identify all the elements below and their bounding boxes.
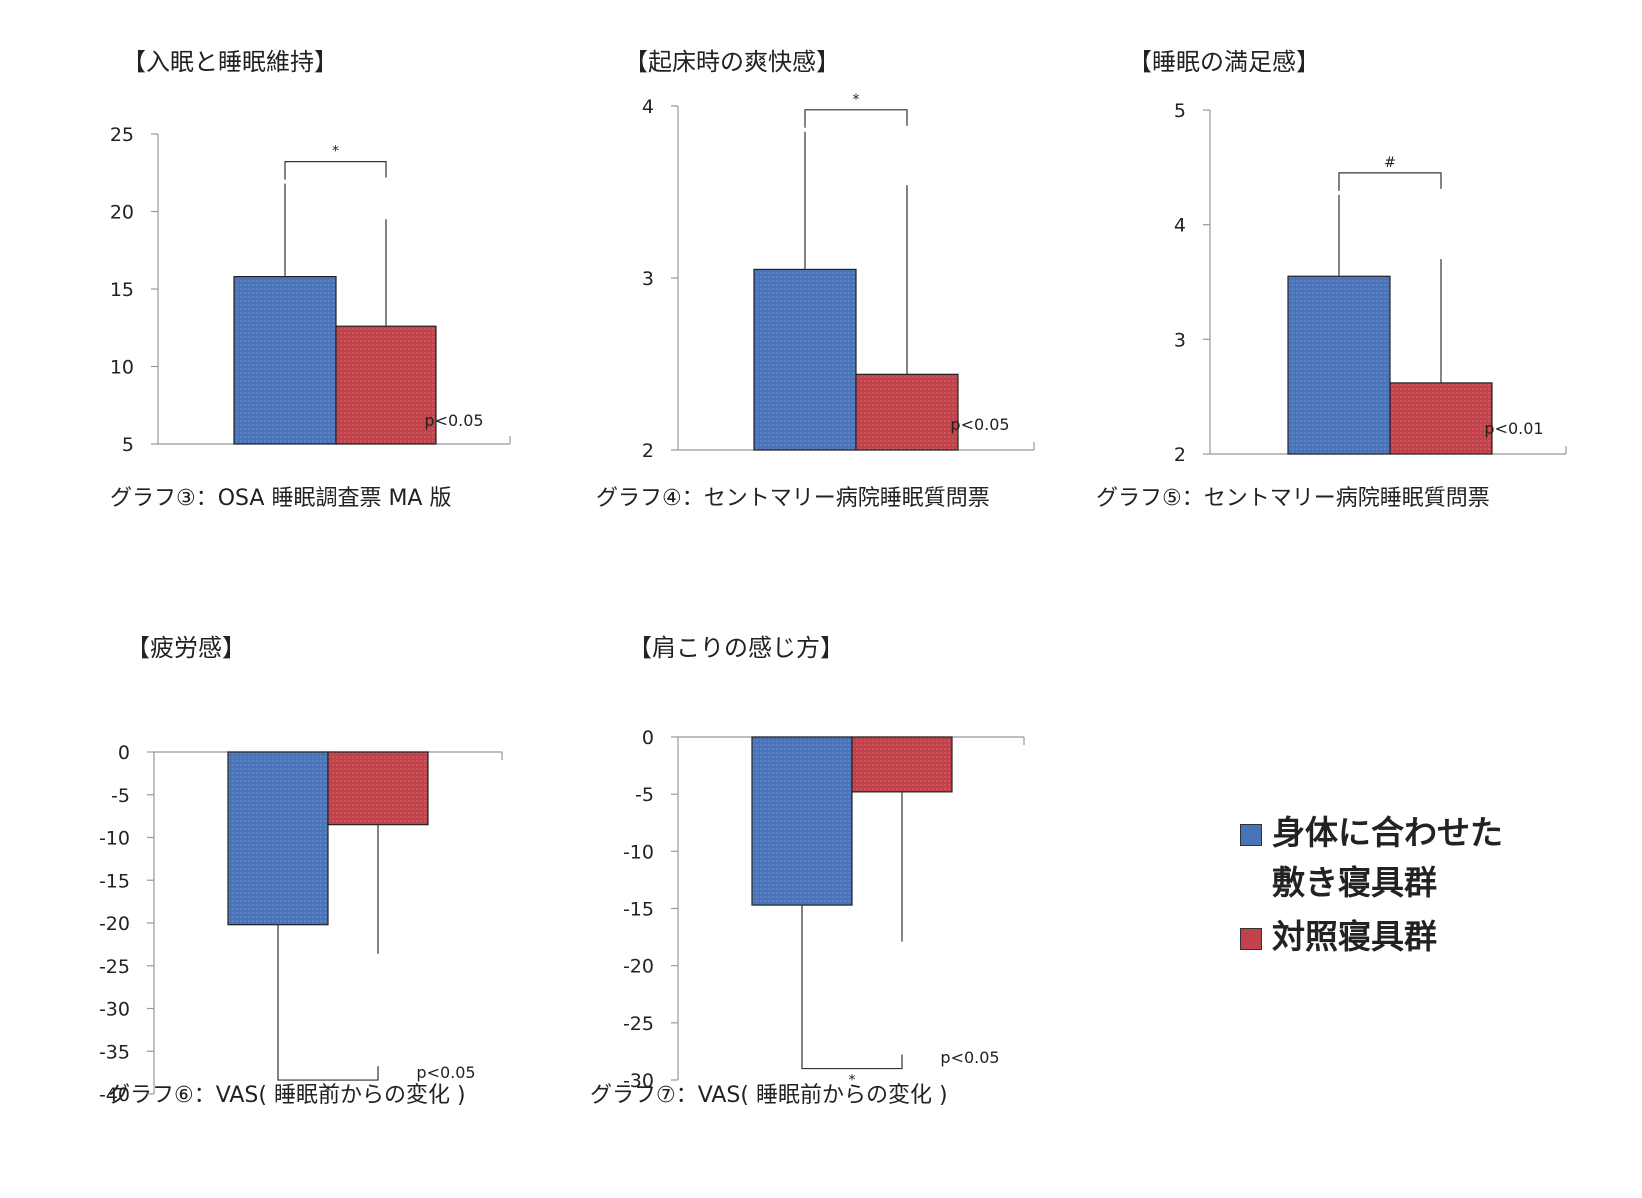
y-tick-label: -5 <box>635 784 654 806</box>
significance-bracket <box>277 1064 379 1081</box>
bar-group-b <box>851 736 953 793</box>
legend-label-group-a-line1: 身体に合わせた <box>1272 813 1503 852</box>
significance-bracket <box>801 1052 903 1070</box>
chart-4-title: 【疲労感】 <box>126 634 246 662</box>
y-tick-label: -30 <box>99 999 130 1021</box>
bar-group-a <box>753 268 857 451</box>
p-value-label: p<0.05 <box>416 1063 475 1082</box>
significance-mark: * <box>853 92 860 108</box>
y-tick-label: 10 <box>110 357 134 379</box>
y-tick-label: 25 <box>110 124 134 146</box>
y-tick-label: 3 <box>1174 329 1186 351</box>
p-value-label: p<0.05 <box>424 411 483 430</box>
legend-label-group-a-line2: 敷き寝具群 <box>1272 863 1437 902</box>
y-tick-label: 20 <box>110 202 134 224</box>
bar-group-a <box>1287 275 1391 455</box>
chart-2-title: 【起床時の爽快感】 <box>624 48 840 76</box>
chart-4-caption: グラフ⑥：VAS( 睡眠前からの変化 ) <box>108 1083 466 1108</box>
legend-label-group-b: 対照寝具群 <box>1272 917 1437 956</box>
y-tick-label: -40 <box>99 1084 130 1106</box>
significance-mark: * <box>332 144 339 160</box>
y-tick-label: -20 <box>623 956 654 978</box>
significance-mark: * <box>325 1084 332 1100</box>
significance-bracket <box>284 161 387 180</box>
bar-group-b <box>1389 382 1493 455</box>
significance-mark: # <box>1384 155 1396 171</box>
chart-3-caption: グラフ⑤：セントマリー病院睡眠質問票 <box>1096 486 1490 511</box>
chart-5-caption: グラフ⑦：VAS( 睡眠前からの変化 ) <box>590 1083 948 1108</box>
y-tick-label: -5 <box>111 785 130 807</box>
y-tick-label: 5 <box>122 434 134 456</box>
legend: 身体に合わせた 敷き寝具群 対照寝具群 <box>1240 808 1503 962</box>
chart-3-title: 【睡眠の満足感】 <box>1128 48 1320 76</box>
y-tick-label: -35 <box>99 1041 130 1063</box>
chart-1-caption: グラフ③：OSA 睡眠調査票 MA 版 <box>110 486 452 511</box>
chart-1-title: 【入眠と睡眠維持】 <box>122 48 338 76</box>
y-tick-label: 2 <box>1174 444 1186 466</box>
y-tick-label: 4 <box>642 96 654 118</box>
bar-group-a <box>233 276 337 445</box>
significance-bracket <box>804 109 908 128</box>
chart-2-caption: グラフ④：セントマリー病院睡眠質問票 <box>596 486 990 511</box>
y-tick-label: 2 <box>642 440 654 462</box>
y-tick-label: 5 <box>1174 100 1186 122</box>
y-tick-label: -15 <box>99 870 130 892</box>
p-value-label: p<0.01 <box>1484 419 1543 438</box>
p-value-label: p<0.05 <box>950 415 1009 434</box>
significance-mark: * <box>849 1073 856 1089</box>
y-tick-label: 0 <box>118 742 130 764</box>
significance-bracket <box>1338 172 1442 191</box>
y-tick-label: -30 <box>623 1070 654 1092</box>
y-tick-label: -15 <box>623 899 654 921</box>
bar-group-a <box>751 736 853 906</box>
y-tick-label: 4 <box>1174 215 1186 237</box>
bar-group-a <box>227 751 329 926</box>
bar-group-b <box>335 325 437 445</box>
y-tick-label: -25 <box>99 956 130 978</box>
legend-swatch-red <box>1240 928 1262 950</box>
legend-swatch-blue <box>1240 824 1262 846</box>
p-value-label: p<0.05 <box>940 1048 999 1067</box>
y-tick-label: -20 <box>99 913 130 935</box>
y-tick-label: -10 <box>99 828 130 850</box>
y-tick-label: -10 <box>623 841 654 863</box>
y-tick-label: 0 <box>642 727 654 749</box>
legend-item-group-b: 対照寝具群 <box>1240 912 1503 962</box>
bar-group-b <box>855 373 959 451</box>
chart-5-title: 【肩こりの感じ方】 <box>628 634 844 662</box>
y-tick-label: -25 <box>623 1013 654 1035</box>
y-tick-label: 15 <box>110 279 134 301</box>
y-tick-label: 3 <box>642 268 654 290</box>
legend-item-group-a: 身体に合わせた 敷き寝具群 <box>1240 808 1503 908</box>
